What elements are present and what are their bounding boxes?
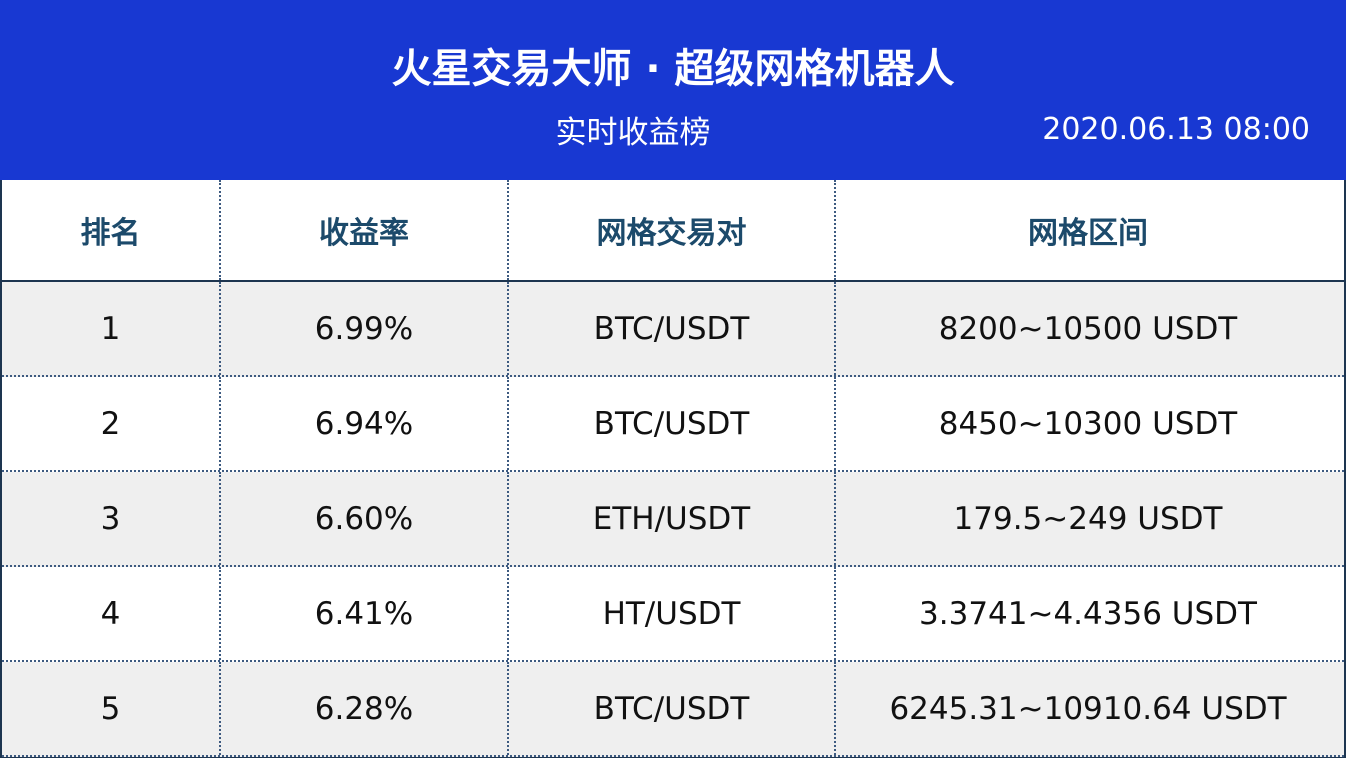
table-cell: 6.28%	[219, 662, 507, 755]
column-header: 排名	[80, 216, 141, 251]
column-header: 网格区间	[834, 180, 1340, 280]
subtitle: 实时收益榜	[555, 115, 711, 151]
header-row: 排名 收益率 网格交易对 网格区间	[2, 180, 1344, 282]
table-cell: 6.99%	[219, 282, 507, 375]
table-row: 4 6.41% HT/USDT 3.3741~4.4356 USDT	[2, 567, 1344, 662]
table-cell: 179.5~249 USDT	[834, 472, 1340, 565]
table-cell: BTC/USDT	[507, 282, 834, 375]
timestamp: 2020.06.13 08:00	[1042, 112, 1310, 147]
table-cell: 2	[100, 405, 121, 442]
table-cell: 8450~10300 USDT	[834, 377, 1340, 470]
table-row: 5 6.28% BTC/USDT 6245.31~10910.64 USDT	[2, 662, 1344, 757]
table-cell: 1	[100, 310, 121, 347]
table-cell: 8200~10500 USDT	[834, 282, 1340, 375]
title: 火星交易大师 · 超级网格机器人	[391, 46, 955, 92]
table-cell: 6245.31~10910.64 USDT	[834, 662, 1340, 755]
table-cell: 6.60%	[219, 472, 507, 565]
table-cell: 3	[100, 500, 121, 537]
table-cell: 3.3741~4.4356 USDT	[834, 567, 1340, 660]
table-cell: HT/USDT	[507, 567, 834, 660]
table-row: 3 6.60% ETH/USDT 179.5~249 USDT	[2, 472, 1344, 567]
column-header: 网格交易对	[507, 180, 834, 280]
table-cell: 6.94%	[219, 377, 507, 470]
table-cell: 4	[100, 595, 121, 632]
header: 火星交易大师 · 超级网格机器人 实时收益榜 2020.06.13 08:00	[0, 0, 1346, 180]
table-cell: BTC/USDT	[507, 662, 834, 755]
table-cell: 5	[100, 690, 121, 727]
table: 排名 收益率 网格交易对 网格区间 1 6.99% BTC/USDT 8200~10500 U…	[0, 180, 1346, 758]
table-row: 1 6.99% BTC/USDT 8200~10500 USDT	[2, 282, 1344, 377]
table-cell: ETH/USDT	[507, 472, 834, 565]
table-cell: 6.41%	[219, 567, 507, 660]
table-cell: BTC/USDT	[507, 377, 834, 470]
column-header: 收益率	[219, 180, 507, 280]
table-row: 2 6.94% BTC/USDT 8450~10300 USDT	[2, 377, 1344, 472]
